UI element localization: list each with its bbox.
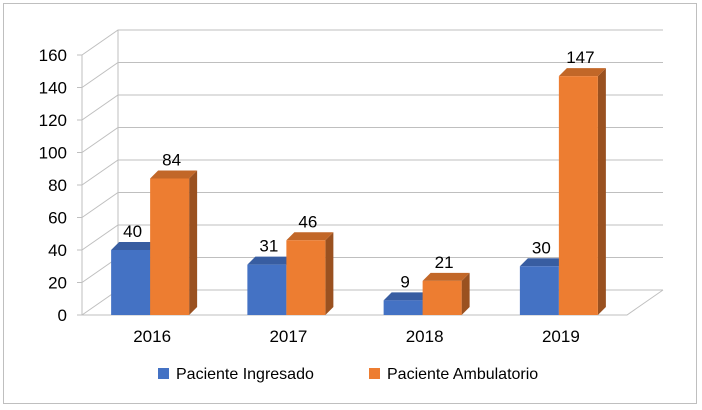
bar-top <box>111 242 159 250</box>
bars: 40 84 31 46 9 21 30 147 <box>111 48 606 315</box>
bar <box>422 280 462 315</box>
data-label: 46 <box>298 212 317 231</box>
bar <box>558 76 598 315</box>
x-tick-label: 2018 <box>406 327 444 346</box>
bar <box>150 178 190 315</box>
data-label: 147 <box>566 48 594 67</box>
bar <box>111 250 151 315</box>
legend-item: Paciente Ingresado <box>158 366 314 383</box>
y-tick-label: 80 <box>48 176 67 195</box>
gridline <box>81 192 663 218</box>
data-label: 21 <box>435 253 454 272</box>
data-label: 30 <box>532 238 551 257</box>
gridline <box>81 159 663 186</box>
x-tick-label: 2017 <box>269 327 307 346</box>
bar-side <box>461 272 470 315</box>
gridline <box>81 224 663 251</box>
bar-side <box>597 68 606 315</box>
data-label: 9 <box>400 272 409 291</box>
y-tick-label: 60 <box>48 209 67 228</box>
y-tick-label: 140 <box>39 79 67 98</box>
data-label: 31 <box>259 237 278 256</box>
bar-top <box>286 232 334 241</box>
data-label: 40 <box>123 222 142 241</box>
bar-top <box>247 256 295 265</box>
gridline <box>81 62 663 88</box>
bar <box>247 264 287 315</box>
y-tick-label: 100 <box>39 144 67 163</box>
y-tick-label: 160 <box>39 46 67 65</box>
bar-top <box>558 68 606 77</box>
gridline <box>81 94 663 121</box>
bar-top <box>422 272 470 281</box>
y-axis-ticks: 0 20 40 60 80 100 120 140 160 <box>39 46 67 325</box>
bar <box>286 240 326 315</box>
bar-top <box>519 258 567 267</box>
bar-top <box>383 292 431 301</box>
legend: Paciente Ingresado Paciente Ambulatorio <box>158 366 538 383</box>
bar-side <box>189 170 198 315</box>
y-tick-label: 20 <box>48 274 67 293</box>
bar <box>383 300 423 315</box>
x-tick-label: 2019 <box>542 327 580 346</box>
x-axis-ticks: 2016 2017 2018 2019 <box>133 327 580 346</box>
x-tick-label: 2016 <box>133 327 171 346</box>
legend-item: Paciente Ambulatorio <box>369 366 538 383</box>
data-label: 84 <box>162 151 181 170</box>
gridline <box>81 127 663 153</box>
legend-swatch <box>158 368 169 379</box>
legend-label: Paciente Ingresado <box>176 366 314 383</box>
bar-side <box>325 232 334 315</box>
legend-label: Paciente Ambulatorio <box>387 366 538 383</box>
y-tick-label: 40 <box>48 241 67 260</box>
gridline <box>81 29 663 56</box>
y-tick-label: 120 <box>39 111 67 130</box>
bar-top <box>150 170 198 179</box>
legend-swatch <box>369 368 380 379</box>
bar <box>519 266 559 315</box>
y-tick-label: 0 <box>58 306 67 325</box>
